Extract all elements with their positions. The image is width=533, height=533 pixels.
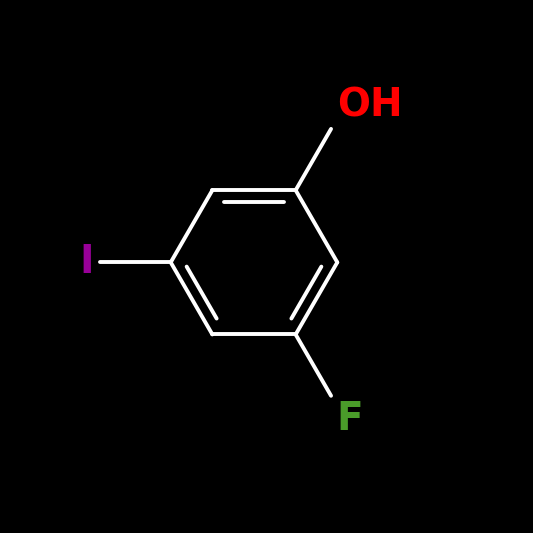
Text: OH: OH [337,87,402,125]
Text: F: F [337,400,364,438]
Text: I: I [79,244,94,281]
